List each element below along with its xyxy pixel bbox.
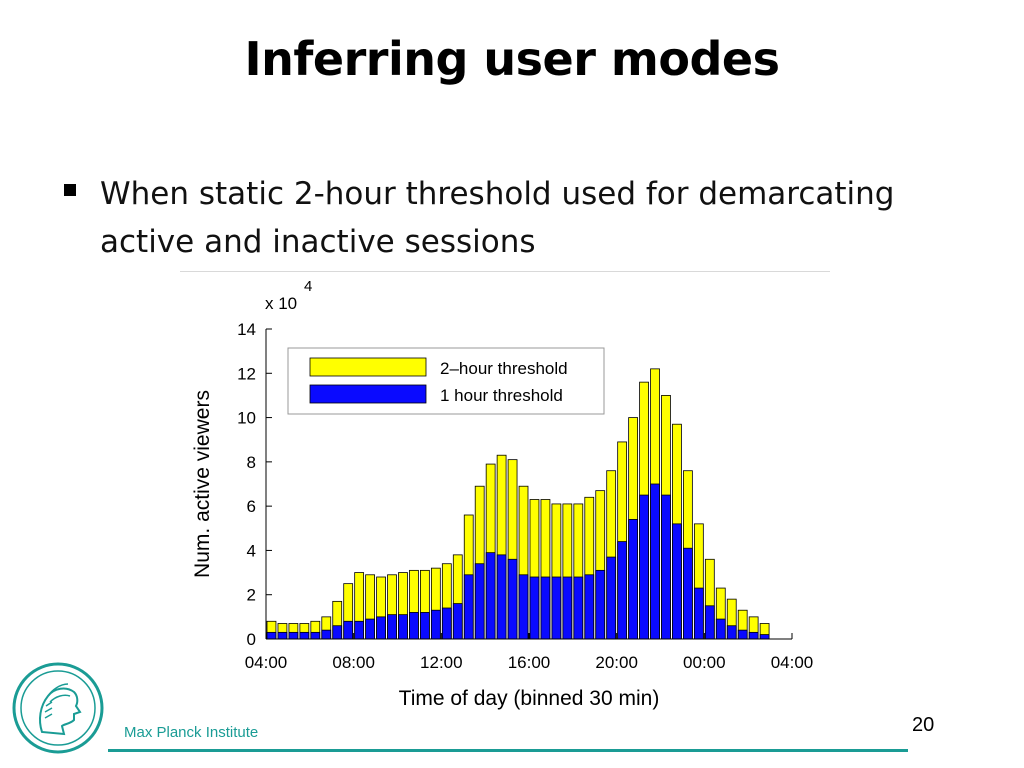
bar-1hour-14 <box>420 612 430 640</box>
y-tick-label-5: 10 <box>237 409 256 428</box>
y-multiplier-label: x 10 <box>265 294 297 313</box>
bar-1hour-17 <box>452 603 463 640</box>
bar-1hour-0 <box>266 631 277 640</box>
bar-1hour-26 <box>551 576 562 640</box>
bar-1hour-8 <box>354 620 365 640</box>
x-tick-label-1: 08:00 <box>332 653 375 672</box>
bar-1hour-2 <box>288 631 299 640</box>
bar-1hour-15 <box>430 609 441 640</box>
y-tick-label-6: 12 <box>237 364 256 383</box>
x-tick-label-2: 12:00 <box>420 653 463 672</box>
legend-swatch-2hour <box>309 357 427 377</box>
minerva-head-logo-icon <box>12 662 104 754</box>
bar-1hour-19 <box>474 563 485 640</box>
chart-top-rule <box>180 271 830 272</box>
slide-title: Inferring user modes <box>244 32 780 86</box>
bar-1hour-11 <box>387 614 397 640</box>
y-tick-label-1: 2 <box>247 586 256 605</box>
bar-1hour-20 <box>485 552 496 640</box>
bar-1hour-3 <box>299 631 310 640</box>
y-tick-label-0: 0 <box>247 630 256 649</box>
bar-1hour-43 <box>737 629 748 640</box>
bar-1hour-36 <box>661 494 671 640</box>
bar-1hour-39 <box>693 587 704 640</box>
bar-1hour-44 <box>748 631 759 640</box>
legend-label-1hour: 1 hour threshold <box>440 386 563 405</box>
page-number: 20 <box>912 714 935 736</box>
bar-1hour-22 <box>507 558 518 640</box>
bar-1hour-40 <box>704 605 715 640</box>
bar-1hour-4 <box>310 631 321 640</box>
bar-1hour-9 <box>365 618 375 640</box>
bar-1hour-12 <box>398 614 408 640</box>
footer-rule <box>108 749 908 752</box>
bar-1hour-21 <box>496 554 507 640</box>
x-tick-label-4: 20:00 <box>595 653 638 672</box>
bar-1hour-5 <box>321 629 332 640</box>
bar-1hour-28 <box>573 576 584 640</box>
legend-label-2hour: 2–hour threshold <box>440 359 568 378</box>
bar-1hour-29 <box>584 574 595 640</box>
bar-1hour-16 <box>441 607 452 640</box>
bar-1hour-25 <box>540 576 551 640</box>
y-tick-label-4: 8 <box>247 453 256 472</box>
bar-1hour-10 <box>376 616 386 640</box>
bar-1hour-30 <box>595 569 606 640</box>
x-tick-label-0: 04:00 <box>245 653 288 672</box>
bar-1hour-41 <box>715 618 726 640</box>
bar-1hour-24 <box>529 576 540 640</box>
bar-1hour-35 <box>650 483 660 640</box>
bar-1hour-38 <box>683 547 693 640</box>
bar-1hour-7 <box>343 620 354 640</box>
y-axis-label: Num. active viewers <box>191 390 214 578</box>
bar-1hour-18 <box>463 574 474 640</box>
y-tick-label-7: 14 <box>237 320 256 339</box>
y-tick-label-3: 6 <box>247 497 256 516</box>
bar-1hour-37 <box>672 523 682 640</box>
x-tick-label-3: 16:00 <box>508 653 551 672</box>
legend-swatch-1hour <box>309 384 427 404</box>
bar-1hour-1 <box>277 631 288 640</box>
bar-1hour-34 <box>639 494 649 640</box>
bar-1hour-33 <box>628 519 638 640</box>
bar-1hour-42 <box>726 625 737 640</box>
bar-1hour-6 <box>332 625 343 640</box>
square-bullet-icon <box>64 184 76 196</box>
institute-name: Max Planck Institute <box>124 724 259 741</box>
bar-1hour-23 <box>518 574 529 640</box>
bar-1hour-32 <box>617 541 628 640</box>
bullet-point: When static 2-hour threshold used for de… <box>64 170 964 266</box>
x-tick-label-5: 00:00 <box>683 653 726 672</box>
x-axis-label: Time of day (binned 30 min) <box>399 687 660 710</box>
bullet-text: When static 2-hour threshold used for de… <box>100 176 895 260</box>
y-multiplier-exponent: 4 <box>304 278 312 295</box>
x-tick-label-6: 04:00 <box>771 653 814 672</box>
bar-1hour-27 <box>562 576 573 640</box>
bar-chart: 0 2 4 6 8 10 12 14 04:00 08:00 12:00 16:00 20:00 00:0… <box>191 278 814 710</box>
chart-container: 0 2 4 6 8 10 12 14 04:00 08:00 12:00 16:00 20:00 00:0… <box>180 272 830 716</box>
bar-1hour-31 <box>606 556 617 640</box>
bar-1hour-13 <box>409 612 419 640</box>
bar-1hour-45 <box>759 634 770 640</box>
y-tick-label-2: 4 <box>247 541 256 560</box>
